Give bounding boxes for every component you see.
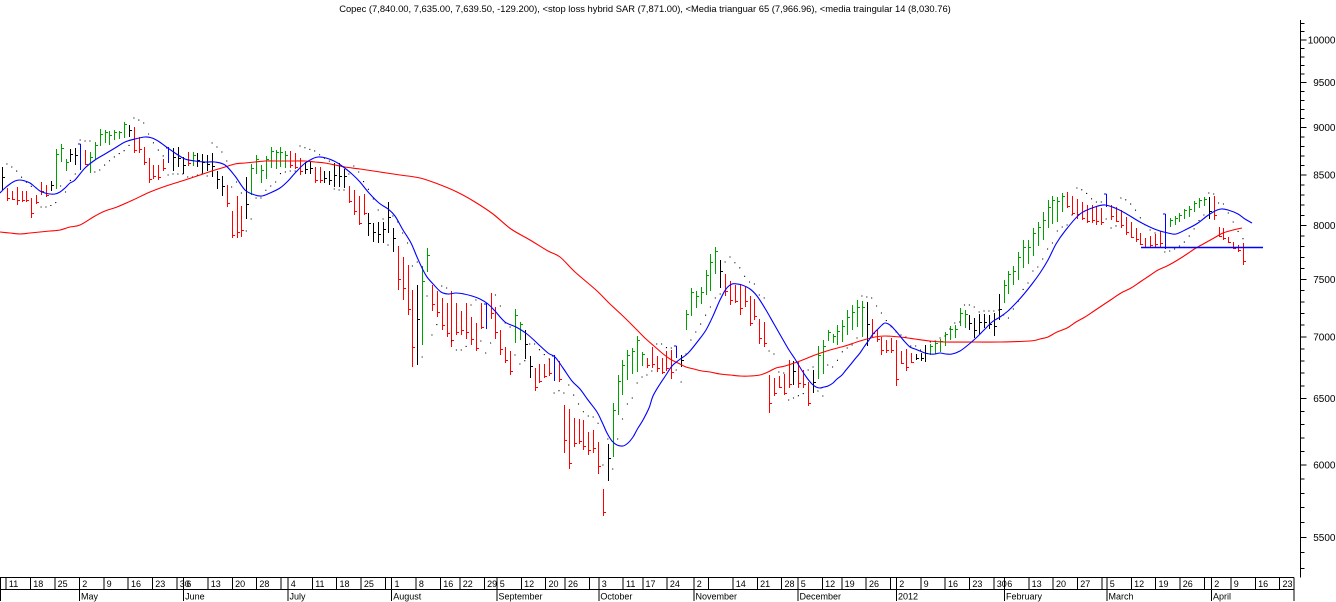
svg-text:12: 12: [1134, 579, 1144, 589]
svg-text:6000: 6000: [1313, 461, 1336, 472]
svg-text:July: July: [290, 592, 307, 602]
svg-text:20: 20: [549, 579, 559, 589]
svg-text:21: 21: [760, 579, 770, 589]
svg-text:19: 19: [1159, 579, 1169, 589]
svg-text:1: 1: [395, 579, 400, 589]
svg-text:20: 20: [235, 579, 245, 589]
svg-text:May: May: [81, 592, 99, 602]
svg-text:20: 20: [1056, 579, 1066, 589]
svg-text:7500: 7500: [1313, 275, 1336, 286]
svg-text:16: 16: [948, 579, 958, 589]
svg-text:27: 27: [1080, 579, 1090, 589]
svg-text:9500: 9500: [1313, 78, 1336, 89]
svg-text:16: 16: [1258, 579, 1268, 589]
svg-text:8: 8: [419, 579, 424, 589]
svg-text:8000: 8000: [1313, 221, 1336, 232]
svg-text:8500: 8500: [1313, 171, 1336, 182]
svg-text:28: 28: [785, 579, 795, 589]
svg-text:13: 13: [211, 579, 221, 589]
svg-text:11: 11: [315, 579, 324, 589]
svg-text:November: November: [696, 592, 738, 602]
svg-text:19: 19: [845, 579, 855, 589]
svg-text:6500: 6500: [1313, 394, 1336, 405]
svg-text:26: 26: [869, 579, 879, 589]
svg-text:9: 9: [924, 579, 929, 589]
svg-text:25: 25: [58, 579, 68, 589]
svg-text:9000: 9000: [1313, 123, 1336, 134]
svg-text:28: 28: [259, 579, 269, 589]
svg-text:2: 2: [899, 579, 904, 589]
svg-text:September: September: [499, 592, 543, 602]
svg-text:5: 5: [801, 579, 806, 589]
svg-text:March: March: [1109, 592, 1134, 602]
svg-text:7000: 7000: [1313, 332, 1336, 343]
svg-text:12: 12: [524, 579, 534, 589]
svg-text:23: 23: [155, 579, 165, 589]
svg-text:23: 23: [1283, 579, 1293, 589]
svg-text:17: 17: [646, 579, 656, 589]
svg-text:6: 6: [186, 579, 191, 589]
svg-text:11: 11: [9, 579, 18, 589]
svg-text:December: December: [800, 592, 842, 602]
svg-text:August: August: [393, 592, 422, 602]
svg-text:6: 6: [1007, 579, 1012, 589]
svg-text:24: 24: [670, 579, 680, 589]
svg-text:9: 9: [107, 579, 112, 589]
svg-text:10000: 10000: [1308, 36, 1336, 47]
svg-text:2: 2: [82, 579, 87, 589]
svg-text:2012: 2012: [898, 592, 918, 602]
svg-text:22: 22: [463, 579, 473, 589]
svg-text:16: 16: [131, 579, 141, 589]
svg-text:3: 3: [602, 579, 607, 589]
svg-text:12: 12: [825, 579, 835, 589]
svg-text:5: 5: [1110, 579, 1115, 589]
svg-text:29: 29: [487, 579, 497, 589]
svg-text:2: 2: [697, 579, 702, 589]
svg-text:30: 30: [180, 579, 190, 589]
svg-text:June: June: [185, 592, 205, 602]
svg-text:18: 18: [33, 579, 43, 589]
svg-text:16: 16: [443, 579, 453, 589]
svg-text:26: 26: [568, 579, 578, 589]
svg-text:9: 9: [1234, 579, 1239, 589]
svg-text:18: 18: [340, 579, 350, 589]
svg-text:February: February: [1006, 592, 1043, 602]
svg-text:25: 25: [364, 579, 374, 589]
svg-text:11: 11: [626, 579, 635, 589]
svg-text:4: 4: [291, 579, 296, 589]
svg-text:5: 5: [500, 579, 505, 589]
svg-text:13: 13: [1032, 579, 1042, 589]
svg-text:30: 30: [997, 579, 1007, 589]
svg-text:October: October: [600, 592, 632, 602]
svg-text:Copec (7,840.00, 7,635.00, 7,6: Copec (7,840.00, 7,635.00, 7,639.50, -12…: [339, 3, 951, 14]
svg-text:26: 26: [1183, 579, 1193, 589]
svg-text:23: 23: [972, 579, 982, 589]
svg-text:5500: 5500: [1313, 533, 1336, 544]
svg-text:2: 2: [1214, 579, 1219, 589]
svg-text:April: April: [1213, 592, 1231, 602]
svg-text:14: 14: [736, 579, 746, 589]
